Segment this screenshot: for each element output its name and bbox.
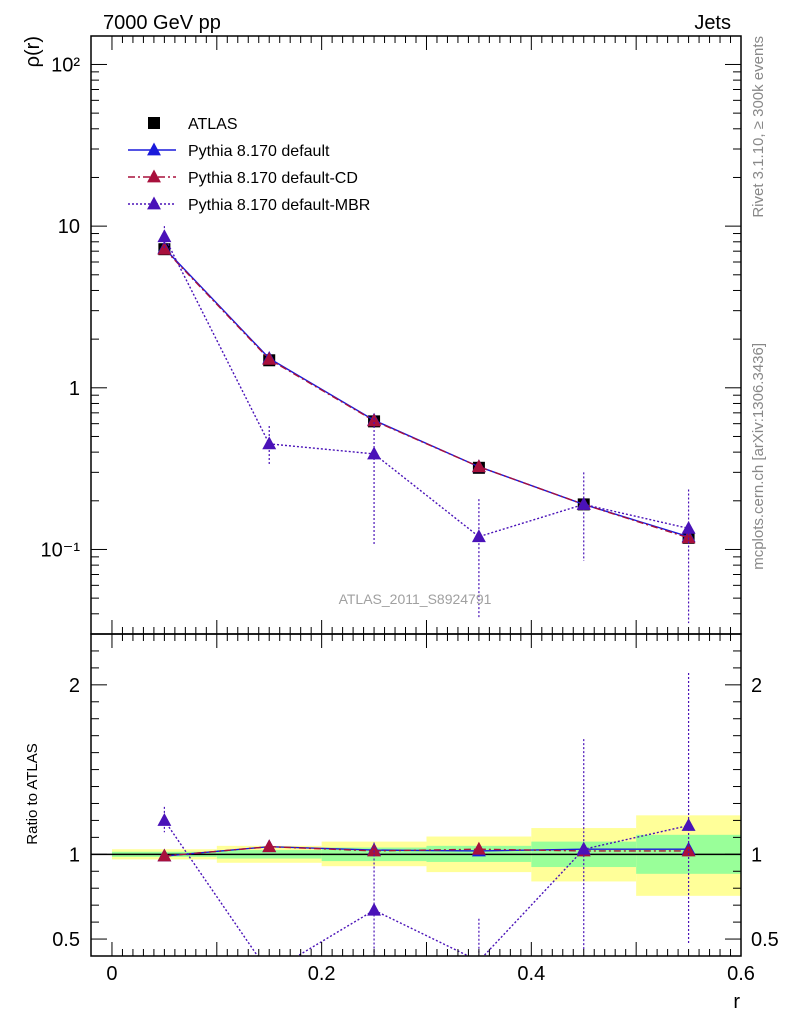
main-marker-2-0 bbox=[157, 241, 172, 255]
x-tick-label-2: 0.4 bbox=[517, 963, 545, 985]
main-marker-2-1 bbox=[262, 351, 277, 365]
legend: ATLAS Pythia 8.170 default Pythia 8.170 de… bbox=[128, 116, 370, 214]
ratio-uncertainty-bands bbox=[111, 815, 741, 896]
main-marker-2-3 bbox=[471, 459, 486, 473]
main-marker-3-3 bbox=[471, 529, 486, 543]
main-y-tick-label-3: 10² bbox=[51, 54, 80, 76]
main-marker-3-0 bbox=[157, 229, 172, 243]
ratio-line-1 bbox=[164, 845, 689, 857]
ratio-y-tick-label-right-2: 2 bbox=[751, 675, 762, 697]
axis-ticks bbox=[91, 36, 742, 957]
ratio-line-0 bbox=[164, 845, 689, 857]
legend-label-2: Pythia 8.170 default-CD bbox=[188, 170, 358, 187]
ratio-marker-1-0 bbox=[157, 848, 172, 862]
x-tick-label-1: 0.2 bbox=[308, 963, 336, 985]
ratio-y-axis-title: Ratio to ATLAS bbox=[24, 743, 41, 844]
x-axis-title: r bbox=[733, 991, 740, 1013]
ratio-y-tick-label-left-0: 0.5 bbox=[52, 929, 80, 951]
main-line-1 bbox=[163, 247, 689, 538]
main-y-tick-label-0: 10⁻¹ bbox=[41, 539, 81, 561]
ratio-y-tick-label-right-0: 0.5 bbox=[751, 929, 779, 951]
mcplots-reference-label: mcplots.cern.ch [arXiv:1306.3436] bbox=[750, 343, 767, 570]
legend-label-3: Pythia 8.170 default-MBR bbox=[188, 197, 370, 214]
x-tick-label-3: 0.6 bbox=[727, 963, 755, 985]
ratio-y-tick-label-left-2: 2 bbox=[69, 675, 80, 697]
main-marker-3-4 bbox=[576, 496, 591, 510]
legend-marker-3 bbox=[147, 196, 161, 210]
legend-label-0: ATLAS bbox=[188, 116, 238, 133]
main-marker-3-2 bbox=[367, 446, 382, 460]
legend-marker-atlas bbox=[148, 117, 160, 129]
main-series-layer bbox=[157, 226, 696, 624]
ratio-line-2 bbox=[163, 820, 689, 956]
ratio-marker-2-4 bbox=[576, 841, 591, 855]
x-tick-label-0: 0 bbox=[106, 963, 117, 985]
axis-labels: 0 0.2 0.4 0.6 10⁻¹ 1 10 10² 0.5 0.5 1 1 2 2 bbox=[41, 54, 779, 985]
analysis-id-label: ATLAS_2011_S8924791 bbox=[339, 591, 492, 607]
ratio-marker-1-3 bbox=[471, 841, 486, 855]
ratio-series-layer bbox=[157, 672, 696, 956]
ratio-marker-2-0 bbox=[157, 812, 172, 826]
ratio-marker-2-2 bbox=[367, 902, 382, 916]
legend-marker-1 bbox=[147, 142, 161, 156]
ratio-y-tick-label-right-1: 1 bbox=[751, 844, 762, 866]
header-right-label: Jets bbox=[694, 12, 731, 34]
main-marker-3-5 bbox=[681, 520, 696, 534]
ratio-frame bbox=[90, 633, 742, 957]
main-marker-3-1 bbox=[262, 436, 277, 450]
header-left-label: 7000 GeV pp bbox=[103, 12, 221, 34]
legend-marker-2 bbox=[147, 169, 161, 183]
rivet-version-label: Rivet 3.1.10, ≥ 300k events bbox=[750, 36, 767, 218]
main-y-axis-title: ρ(r) bbox=[22, 36, 44, 67]
main-line-3 bbox=[163, 236, 689, 538]
legend-label-1: Pythia 8.170 default bbox=[188, 143, 330, 160]
main-line-2 bbox=[163, 248, 689, 539]
ratio-marker-2-5 bbox=[681, 818, 696, 831]
ratio-y-tick-label-left-1: 1 bbox=[69, 844, 80, 866]
main-y-tick-label-1: 1 bbox=[69, 378, 80, 400]
ratio-marker-1-2 bbox=[367, 843, 382, 857]
main-y-tick-label-2: 10 bbox=[58, 216, 80, 238]
ratio-marker-1-1 bbox=[262, 839, 277, 853]
main-marker-2-5 bbox=[681, 530, 696, 544]
